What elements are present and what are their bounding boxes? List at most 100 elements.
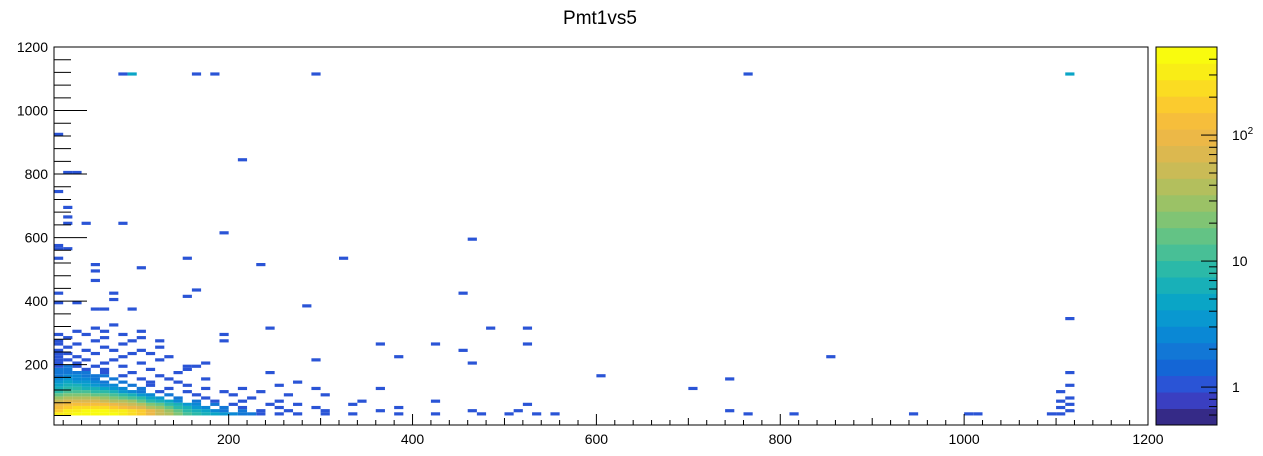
bin [72, 405, 82, 410]
bin [99, 371, 110, 375]
palette-swatch [1156, 194, 1217, 212]
bin [54, 342, 64, 346]
palette-swatch [1156, 79, 1217, 97]
bin [155, 390, 165, 394]
bin [81, 386, 91, 391]
bin [54, 132, 64, 136]
palette-swatch [1156, 129, 1217, 146]
x-tick-label: 400 [401, 431, 425, 447]
bin [54, 380, 64, 384]
bin [458, 348, 468, 352]
y-axis: 200 400 600 800 1000 1200 [17, 39, 87, 416]
bin [467, 361, 477, 365]
bin [164, 402, 174, 406]
bin [118, 386, 128, 391]
bin [182, 409, 192, 413]
bin [375, 342, 385, 346]
bin [283, 409, 294, 413]
bin [311, 405, 321, 410]
bin [118, 72, 128, 76]
bin [1065, 409, 1075, 413]
bin [467, 237, 477, 241]
bin [228, 412, 238, 416]
bin [228, 393, 238, 397]
bin [219, 390, 229, 394]
bin [90, 396, 100, 400]
bin [81, 383, 91, 387]
bin [256, 263, 266, 267]
bin [99, 374, 110, 378]
palette-border [1155, 46, 1218, 426]
bin [237, 409, 248, 413]
bin [145, 396, 156, 400]
bin [191, 402, 202, 406]
bin [219, 405, 229, 410]
bin [274, 405, 284, 410]
bin [63, 390, 73, 394]
bin [201, 361, 211, 365]
bin [127, 396, 137, 400]
bin [1065, 72, 1075, 76]
bin [725, 409, 735, 413]
bin [54, 243, 64, 248]
bin [430, 342, 441, 346]
palette-swatch [1156, 277, 1217, 294]
z-tick-exponent: 2 [1248, 126, 1254, 137]
bin [72, 377, 82, 381]
bin [109, 409, 119, 413]
bin [54, 402, 64, 406]
bin [256, 409, 266, 413]
bin [127, 409, 137, 413]
bin [99, 307, 110, 311]
bin [173, 402, 183, 406]
bin [81, 396, 91, 400]
bin [256, 390, 266, 394]
bin [72, 361, 82, 365]
bin [201, 405, 211, 410]
bin [72, 409, 82, 413]
bin [136, 266, 146, 270]
bin [118, 332, 128, 337]
z-tick-label: 1 [1232, 379, 1240, 395]
bin [81, 409, 91, 413]
bin [348, 402, 358, 406]
bin [54, 256, 64, 260]
bin [72, 301, 82, 305]
bin [118, 405, 128, 410]
bin [458, 291, 468, 295]
bin [99, 402, 110, 406]
bin [1056, 412, 1066, 416]
bin [182, 412, 192, 416]
bin [522, 402, 533, 406]
x-tick-label: 1200 [1132, 431, 1163, 447]
bin [1046, 412, 1057, 416]
x-tick-label: 200 [217, 431, 241, 447]
bin [63, 345, 73, 349]
bin [54, 332, 64, 337]
bin [118, 390, 128, 394]
bin [63, 402, 73, 406]
bin [219, 332, 229, 337]
bin [522, 342, 533, 346]
palette-swatch [1156, 260, 1217, 278]
bin [63, 396, 73, 400]
bin [136, 399, 146, 403]
bin [63, 371, 73, 375]
palette-swatch [1156, 227, 1217, 245]
bin [201, 386, 211, 391]
bin [109, 386, 119, 391]
palette-swatch [1156, 309, 1217, 327]
bin [1056, 399, 1066, 403]
bin [173, 409, 183, 413]
x-axis: 200 400 600 800 1000 1200 [62, 414, 1164, 447]
bin [789, 412, 799, 416]
bin [109, 377, 119, 381]
bin [99, 386, 110, 391]
bin [81, 358, 91, 362]
bin [182, 383, 192, 387]
bin [72, 396, 82, 400]
bin [320, 393, 330, 397]
bin [118, 374, 128, 378]
bin [136, 361, 146, 365]
palette-swatch [1156, 342, 1217, 360]
